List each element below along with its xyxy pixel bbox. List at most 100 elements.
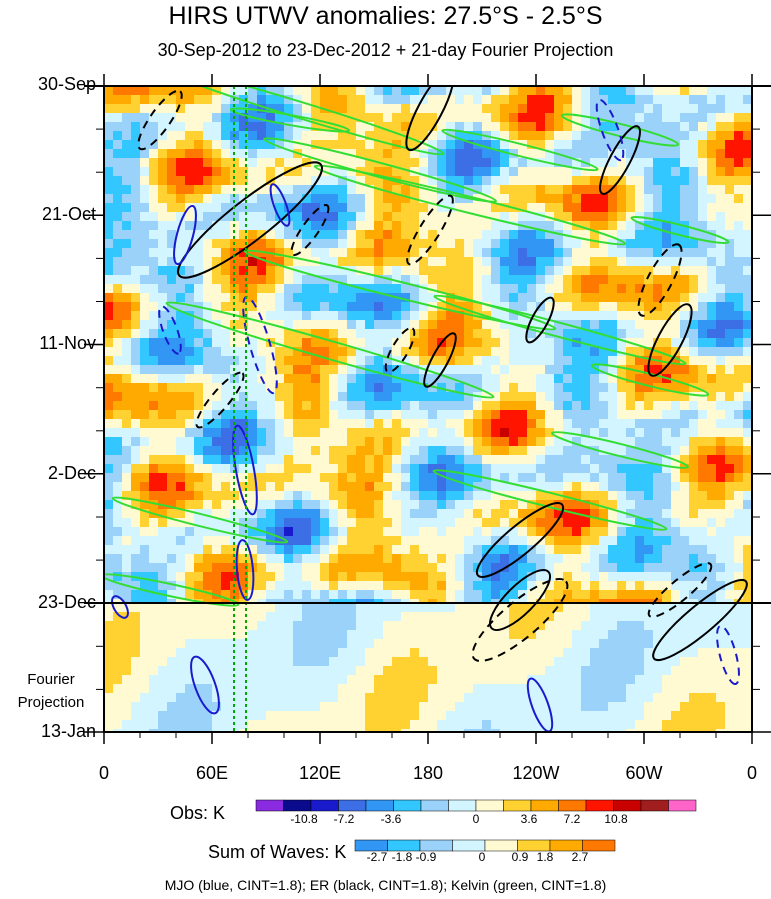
projection-cell: [725, 621, 735, 631]
projection-cell: [698, 684, 708, 694]
anomaly-cell: [590, 167, 600, 177]
projection-cell: [221, 639, 231, 649]
anomaly-cell: [491, 104, 501, 114]
anomaly-cell: [464, 257, 474, 267]
anomaly-cell: [374, 230, 384, 240]
anomaly-cell: [122, 455, 132, 465]
anomaly-cell: [545, 464, 555, 474]
anomaly-cell: [554, 383, 564, 393]
anomaly-cell: [212, 239, 222, 249]
anomaly-cell: [734, 158, 744, 168]
anomaly-cell: [248, 167, 258, 177]
anomaly-cell: [743, 374, 752, 384]
anomaly-cell: [491, 383, 501, 393]
anomaly-cell: [437, 509, 447, 519]
projection-cell: [383, 612, 393, 622]
anomaly-cell: [392, 329, 402, 339]
projection-cell: [365, 612, 375, 622]
anomaly-cell: [617, 248, 627, 258]
anomaly-cell: [203, 572, 213, 582]
anomaly-cell: [248, 473, 258, 483]
anomaly-cell: [167, 158, 177, 168]
anomaly-cell: [509, 104, 519, 114]
anomaly-cell: [131, 419, 141, 429]
anomaly-cell: [527, 248, 537, 258]
projection-cell: [392, 612, 402, 622]
anomaly-cell: [221, 113, 231, 123]
anomaly-cell: [257, 194, 267, 204]
anomaly-cell: [554, 374, 564, 384]
anomaly-cell: [500, 212, 510, 222]
anomaly-cell: [113, 158, 123, 168]
anomaly-cell: [374, 275, 384, 285]
anomaly-cell: [743, 428, 752, 438]
anomaly-cell: [698, 590, 708, 600]
anomaly-cell: [707, 464, 717, 474]
anomaly-cell: [428, 86, 438, 96]
anomaly-cell: [680, 401, 690, 411]
anomaly-cell: [464, 419, 474, 429]
projection-cell: [734, 657, 744, 667]
anomaly-cell: [275, 284, 285, 294]
anomaly-cell: [320, 464, 330, 474]
projection-cell: [482, 621, 492, 631]
anomaly-cell: [464, 554, 474, 564]
anomaly-cell: [239, 239, 249, 249]
anomaly-cell: [653, 392, 663, 402]
anomaly-cell: [500, 392, 510, 402]
projection-cell: [554, 657, 564, 667]
anomaly-cell: [500, 194, 510, 204]
anomaly-cell: [266, 473, 276, 483]
anomaly-cell: [320, 473, 330, 483]
anomaly-cell: [194, 167, 204, 177]
anomaly-cell: [725, 419, 735, 429]
anomaly-cell: [383, 194, 393, 204]
anomaly-cell: [203, 158, 213, 168]
anomaly-cell: [329, 455, 339, 465]
anomaly-cell: [464, 122, 474, 132]
projection-cell: [158, 684, 168, 694]
anomaly-cell: [374, 284, 384, 294]
anomaly-cell: [482, 149, 492, 159]
anomaly-cell: [284, 500, 294, 510]
anomaly-cell: [437, 527, 447, 537]
anomaly-cell: [536, 248, 546, 258]
anomaly-cell: [446, 266, 456, 276]
anomaly-cell: [482, 482, 492, 492]
anomaly-cell: [293, 590, 303, 600]
projection-cell: [572, 630, 582, 640]
anomaly-cell: [131, 131, 141, 141]
projection-cell: [554, 675, 564, 685]
anomaly-cell: [716, 266, 726, 276]
anomaly-cell: [113, 446, 123, 456]
anomaly-cell: [590, 410, 600, 420]
anomaly-cell: [536, 428, 546, 438]
anomaly-cell: [104, 311, 114, 321]
anomaly-cell: [545, 554, 555, 564]
projection-cell: [158, 612, 168, 622]
anomaly-cell: [239, 527, 249, 537]
anomaly-cell: [680, 581, 690, 591]
anomaly-cell: [113, 563, 123, 573]
anomaly-cell: [419, 527, 429, 537]
projection-cell: [482, 603, 492, 613]
anomaly-cell: [554, 185, 564, 195]
anomaly-cell: [347, 248, 357, 258]
anomaly-cell: [536, 95, 546, 105]
anomaly-cell: [311, 149, 321, 159]
anomaly-cell: [167, 266, 177, 276]
anomaly-cell: [509, 410, 519, 420]
anomaly-cell: [473, 131, 483, 141]
anomaly-cell: [266, 293, 276, 303]
anomaly-cell: [563, 104, 573, 114]
anomaly-cell: [266, 374, 276, 384]
anomaly-cell: [113, 248, 123, 258]
anomaly-cell: [347, 275, 357, 285]
anomaly-cell: [653, 86, 663, 96]
anomaly-cell: [257, 482, 267, 492]
anomaly-cell: [320, 140, 330, 150]
anomaly-cell: [365, 104, 375, 114]
anomaly-cell: [203, 95, 213, 105]
anomaly-cell: [293, 203, 303, 213]
projection-cell: [248, 639, 258, 649]
